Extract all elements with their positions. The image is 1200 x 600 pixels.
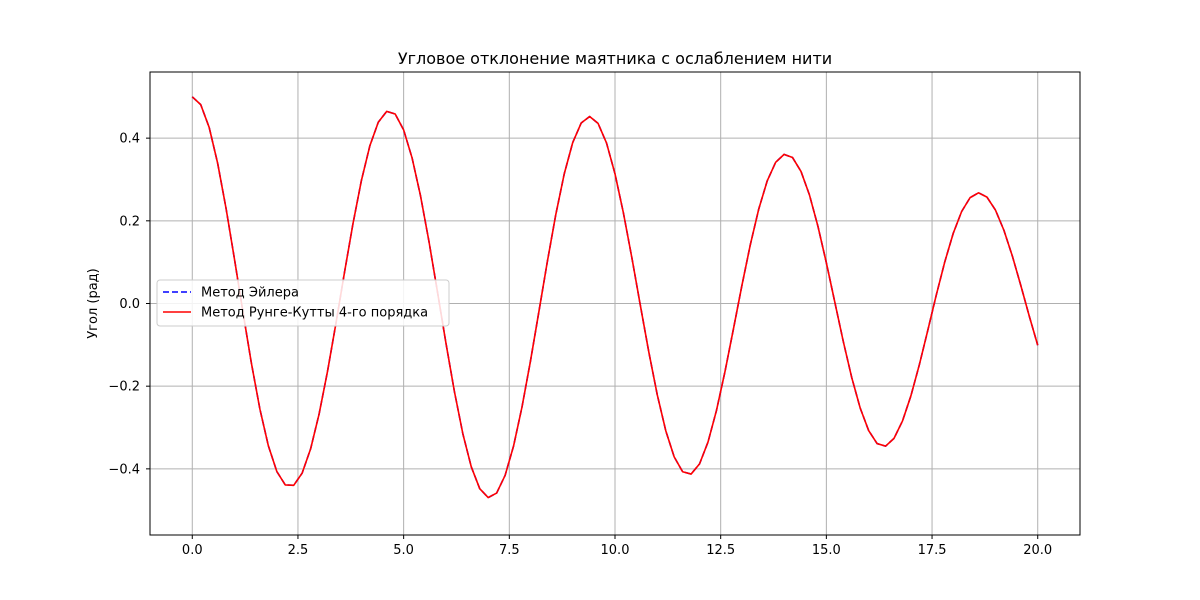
y-tick-label: −0.2 [108,380,140,395]
x-tick-label: 5.0 [393,543,414,558]
legend: Метод Эйлера Метод Рунге-Кутты 4-го поряд… [156,279,450,327]
x-tick-label: 0.0 [182,543,203,558]
x-tick-label: 17.5 [918,543,947,558]
legend-label-1: Метод Рунге-Кутты 4-го порядка [201,306,428,321]
y-axis-title: Угол (рад) [86,268,101,339]
y-tick-label: −0.4 [108,462,140,477]
y-tick-label: 0.2 [119,214,140,229]
y-tick-label: 0.4 [119,132,140,147]
x-tick-label: 10.0 [601,543,630,558]
x-tick-label: 12.5 [706,543,735,558]
x-tick-label: 20.0 [1023,543,1052,558]
chart-title: Угловое отклонение маятника с ослабление… [398,49,832,68]
ticks: 0.0 2.5 5.0 7.5 10.0 12.5 15.0 17.5 20.0 −0.4 −0.2… [108,132,1052,558]
x-tick-label: 2.5 [288,543,309,558]
series-line-1 [191,96,1039,499]
legend-label-0: Метод Эйлера [201,286,299,301]
x-tick-label: 7.5 [499,543,520,558]
legend-box [156,279,450,327]
y-tick-label: 0.0 [119,297,140,312]
x-tick-label: 15.0 [812,543,841,558]
series-layer [191,96,1039,499]
